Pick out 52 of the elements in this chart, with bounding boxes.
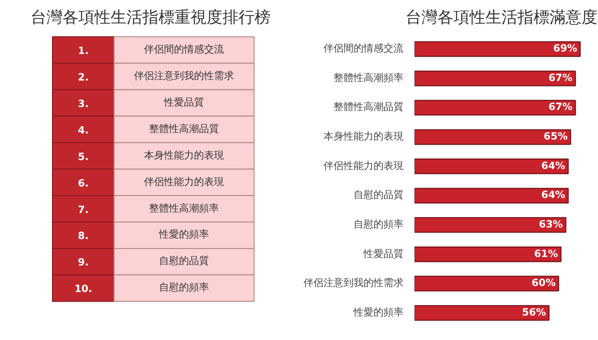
y-tick-label: 1. [78,46,89,58]
data-label: 65% [544,132,568,143]
y-tick-label: 伴侶間的情感交流 [324,42,404,55]
bar [414,129,572,145]
text: 性愛的頻率 [159,230,210,241]
y-tick-label: 7. [78,204,89,216]
bar [414,246,562,262]
data-label: 60% [532,278,556,290]
y-tick-label: 4. [78,125,89,136]
y-tick-label: 10. [74,284,92,296]
y-tick-label: 6. [78,178,89,190]
bar [414,41,581,57]
text: 整體性高潮頻率 [149,203,220,214]
bar [414,100,576,116]
bar [414,70,576,86]
text: 自慰的頻率 [159,282,210,294]
y-tick-label: 自慰的品質 [354,189,404,202]
y-tick-label: 9. [78,258,89,269]
text: 整體性高潮品質 [149,124,220,135]
y-tick-label: 性愛品質 [362,248,404,260]
data-label: 67% [548,72,572,84]
bar [414,188,569,204]
bar [414,276,560,292]
y-tick-label: 整體性高潮頻率 [334,72,404,84]
y-tick-label: 2. [78,72,89,84]
y-tick-label: 伴侶注意到我的性需求 [304,277,404,290]
data-label: 67% [548,102,572,114]
y-tick-label: 本身性能力的表現 [324,130,404,143]
text: 伴侶注意到我的性需求 [134,70,234,82]
text: 本身性能力的表現 [144,150,224,162]
bar [414,305,550,321]
y-tick-label: 3. [78,98,89,110]
data-label: 64% [541,160,566,172]
y-tick-label: 自慰的頻率 [354,218,404,230]
text: 自慰的品質 [159,256,210,268]
y-tick-label: 5. [78,152,89,163]
bar [414,217,566,233]
text: 伴侶性能力的表現 [144,176,224,188]
data-label: 64% [541,190,566,202]
data-label: 63% [538,219,563,230]
bar [414,158,569,174]
data-label: 61% [534,248,558,260]
y-tick-label: 伴侶性能力的表現 [324,160,404,172]
chart-title: 台灣各項性生活指標滿意度 [406,8,598,26]
data-label: 56% [522,307,546,318]
text: 性愛品質 [164,97,204,108]
y-tick-label: 8. [78,231,89,242]
chart-title: 台灣各項性生活指標重視度排行榜 [30,8,270,26]
y-tick-label: 整體性高潮品質 [334,101,404,114]
data-label: 69% [553,44,578,55]
y-tick-label: 性愛的頻率 [352,306,404,318]
text: 伴侶間的情感交流 [144,44,224,56]
